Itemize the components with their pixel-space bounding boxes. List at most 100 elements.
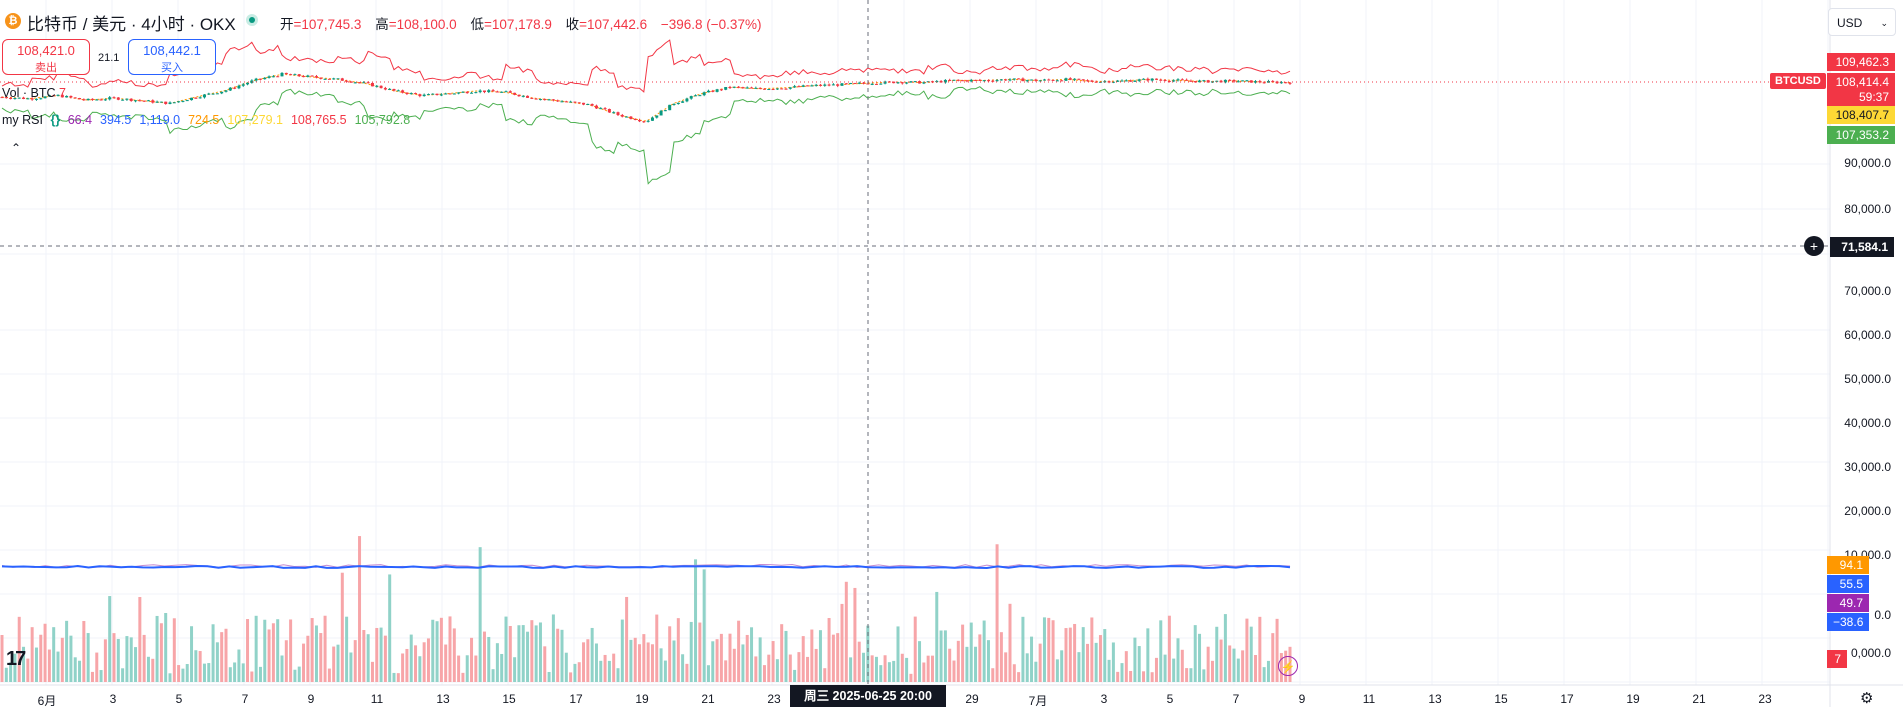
volume-bar <box>1271 633 1275 682</box>
candle-body <box>1120 80 1124 82</box>
volume-bar <box>47 649 51 682</box>
candle-body <box>293 74 297 76</box>
candle-body <box>1206 80 1210 83</box>
symbol-title[interactable]: 比特币 / 美元 · 4小时 · OKX <box>27 15 236 34</box>
volume-bar <box>284 640 288 682</box>
volume-bar <box>857 641 861 682</box>
candle-body <box>646 120 650 122</box>
volume-bar <box>935 591 939 682</box>
volume-bar <box>780 624 784 682</box>
candle-body <box>995 80 999 82</box>
market-status-icon[interactable] <box>246 14 258 26</box>
price-axis-label: 108,414.4 <box>1827 73 1895 91</box>
volume-bar <box>1206 646 1210 682</box>
candle-body <box>116 97 120 100</box>
volume-indicator-value: 7 <box>58 86 66 100</box>
currency-select[interactable]: USD ⌄ <box>1828 8 1896 36</box>
plus-circle-icon[interactable]: + <box>1804 236 1824 256</box>
volume-bar <box>202 663 206 682</box>
candle-body <box>1223 79 1227 83</box>
volume-bar <box>69 635 73 682</box>
volume-bar <box>1150 672 1154 682</box>
volume-bar <box>1064 628 1068 682</box>
candle-body <box>806 85 810 87</box>
volume-bar <box>530 620 534 682</box>
rsi-indicator-legend[interactable]: my RSI {} 66.4 394.5 1,119.0 724.5 107,279.1… <box>2 113 418 127</box>
volume-bar <box>1086 643 1090 682</box>
volume-bar <box>366 634 370 682</box>
volume-bar <box>177 665 181 682</box>
volume-bar <box>844 581 848 682</box>
volume-bar <box>995 544 999 682</box>
price-tick-label: 0.0 <box>1874 608 1891 622</box>
volume-bar <box>323 615 327 682</box>
candle-body <box>452 93 456 95</box>
candle-body <box>1275 81 1279 84</box>
source-code-icon[interactable]: {} <box>50 113 61 127</box>
gear-icon[interactable]: ⚙ <box>1860 690 1874 707</box>
volume-bar <box>1245 618 1249 682</box>
volume-bar <box>556 628 560 682</box>
candle-body <box>767 89 771 91</box>
candle-body <box>913 81 917 83</box>
volume-bar <box>521 625 525 682</box>
volume-bar <box>151 658 155 682</box>
price-tick-label: 20,000.0 <box>1844 504 1891 518</box>
candle-body <box>1064 78 1068 81</box>
volume-bar <box>465 655 469 682</box>
volume-bar <box>452 628 456 682</box>
flash-icon[interactable]: ⚡ <box>1278 656 1298 676</box>
candle-body <box>1245 80 1249 82</box>
volume-bar <box>396 673 400 682</box>
volume-bar <box>168 673 172 682</box>
volume-bar <box>849 657 853 682</box>
time-axis-label: 11 <box>1362 692 1376 706</box>
candle-body <box>56 94 60 96</box>
volume-bar <box>1129 670 1133 682</box>
tradingview-logo[interactable]: 17 <box>6 648 26 670</box>
volume-bar <box>625 596 629 682</box>
candle-body <box>560 101 564 103</box>
candle-body <box>711 90 715 92</box>
candle-body <box>422 94 426 97</box>
candle-body <box>47 95 51 97</box>
sell-button[interactable]: 108,421.0 卖出 <box>2 39 90 75</box>
candle-body <box>155 101 159 103</box>
candle-body <box>73 97 77 99</box>
candle-body <box>271 76 275 78</box>
candle-body <box>1111 81 1115 83</box>
candle-body <box>818 84 822 86</box>
buy-button[interactable]: 108,442.1 买入 <box>128 39 216 75</box>
volume-bar <box>1198 633 1202 682</box>
candle-body <box>586 104 590 106</box>
candle-body <box>90 98 94 100</box>
indicator-lines <box>1 563 1291 570</box>
candle-body <box>844 83 848 85</box>
candle-body <box>142 100 146 102</box>
volume-bar <box>672 640 676 682</box>
candle-body <box>504 91 508 93</box>
candle-body <box>638 119 642 122</box>
collapse-indicators-button[interactable]: ⌃ <box>1 137 31 159</box>
candle-body <box>668 104 672 111</box>
candle-body <box>1073 78 1077 80</box>
buy-label: 买入 <box>161 62 183 74</box>
volume-bar <box>1116 671 1120 682</box>
crosshair-price-label: 71,584.1 <box>1830 237 1894 257</box>
time-axis-label: 5 <box>1166 692 1174 706</box>
candle-body <box>999 79 1003 81</box>
candle-body <box>905 82 909 84</box>
volume-bar <box>814 648 818 682</box>
candle-body <box>599 108 603 110</box>
candle-body <box>1185 79 1189 81</box>
volume-bar <box>73 657 77 682</box>
candle-body <box>220 91 224 94</box>
volume-bar <box>1167 615 1171 682</box>
volume-bar <box>426 638 430 682</box>
time-axis-label: 6月 <box>37 694 57 708</box>
time-axis-label: 7 <box>1232 692 1240 706</box>
bollinger-upper-line <box>1 39 1291 93</box>
candle-body <box>159 101 163 103</box>
volume-indicator-legend[interactable]: Vol · BTC 7 <box>2 86 66 100</box>
